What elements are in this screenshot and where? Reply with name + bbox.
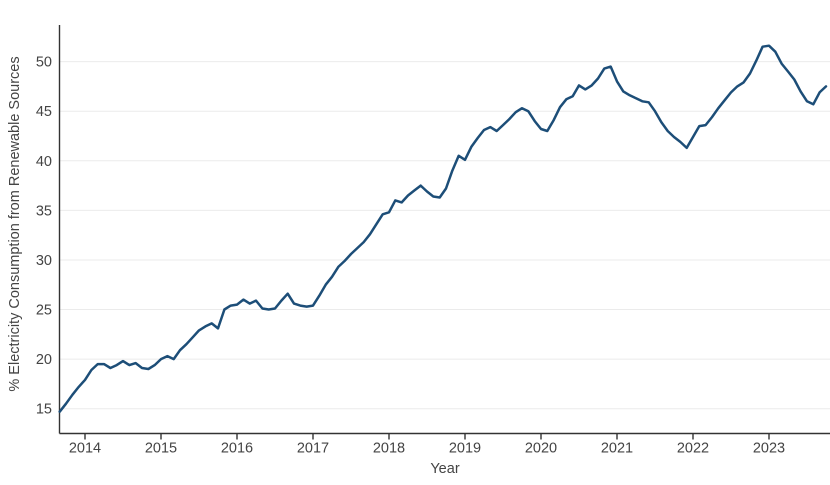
y-tick-label: 15 [36, 402, 52, 418]
x-tick-label: 2021 [601, 441, 633, 457]
y-axis-title: % Electricity Consumption from Renewable… [7, 56, 23, 392]
y-tick-label: 40 [36, 154, 52, 170]
y-tick-label: 25 [36, 303, 52, 319]
y-tick-label: 20 [36, 352, 52, 368]
x-axis-title: Year [430, 461, 460, 477]
y-tick-label: 45 [36, 104, 52, 120]
x-tick-label: 2015 [145, 441, 177, 457]
x-tick-label: 2023 [753, 441, 785, 457]
x-tick-label: 2018 [373, 441, 405, 457]
x-tick-label: 2014 [69, 441, 101, 457]
y-tick-label: 50 [36, 55, 52, 71]
y-tick-label: 30 [36, 253, 52, 269]
x-tick-label: 2020 [525, 441, 557, 457]
x-tick-label: 2019 [449, 441, 481, 457]
x-tick-label: 2016 [221, 441, 253, 457]
x-tick-label: 2022 [677, 441, 709, 457]
data-line [58, 44, 828, 413]
x-tick-label: 2017 [297, 441, 329, 457]
y-tick-label: 35 [36, 203, 52, 219]
